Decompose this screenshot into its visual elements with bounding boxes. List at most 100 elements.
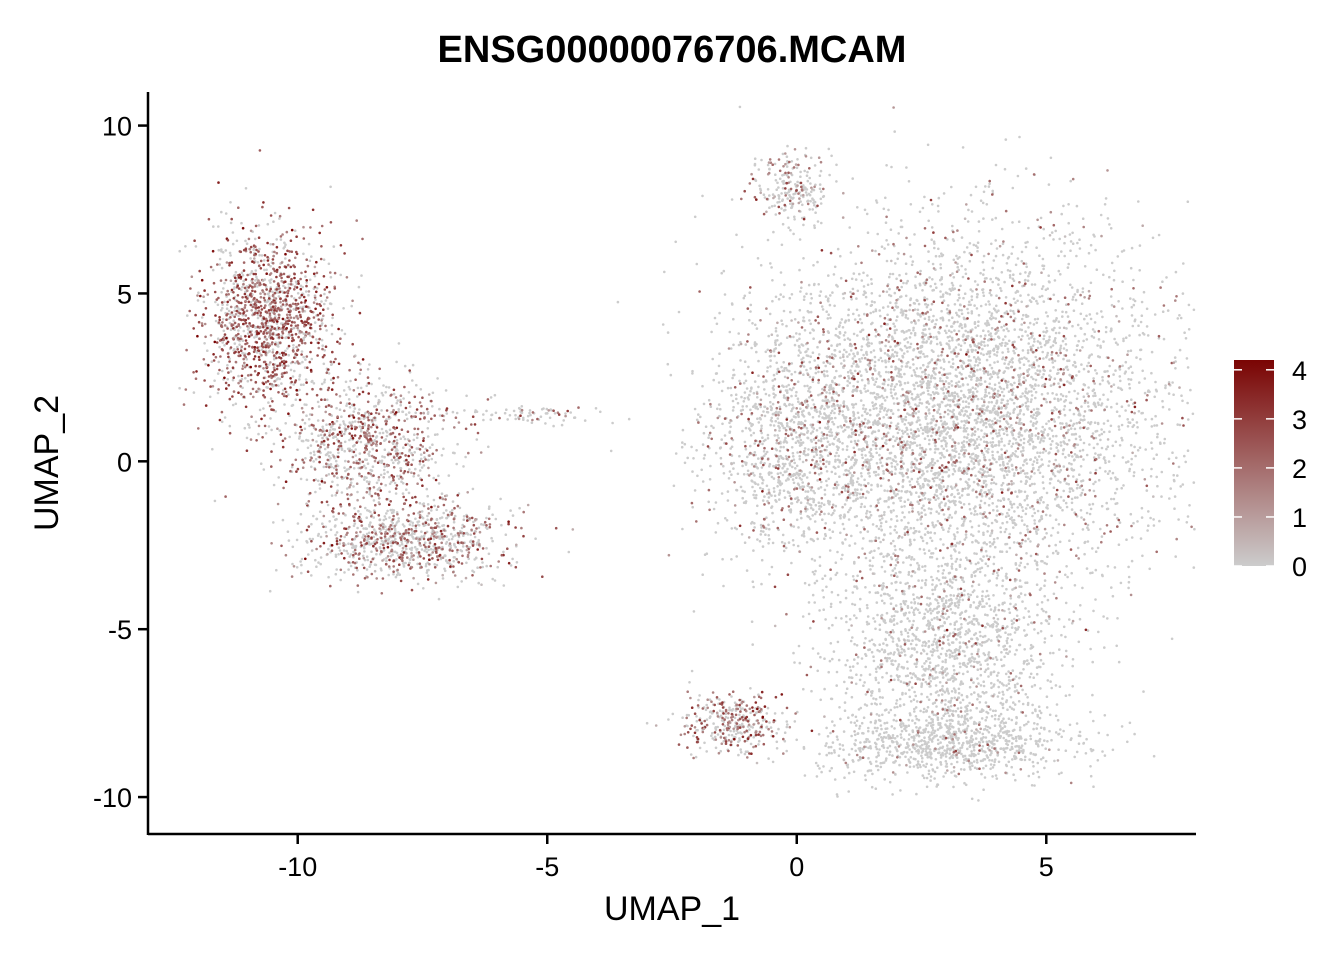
cell-point <box>1082 395 1086 399</box>
cell-point <box>893 325 897 328</box>
cell-point <box>908 555 911 558</box>
cell-point <box>1116 617 1119 620</box>
cell-point <box>921 206 925 210</box>
cell-point <box>1029 554 1033 558</box>
cell-point <box>514 413 517 417</box>
cell-point <box>979 199 983 202</box>
cell-point <box>1011 427 1014 430</box>
cell-point <box>796 339 799 342</box>
cell-point <box>1078 449 1082 453</box>
cell-point <box>851 591 855 594</box>
cell-point <box>927 260 930 263</box>
cell-point <box>293 369 296 373</box>
cell-point <box>229 221 233 225</box>
cell-point <box>428 446 432 449</box>
cell-point <box>809 322 812 326</box>
cell-point <box>936 459 939 463</box>
cell-point <box>979 499 983 503</box>
cell-point <box>397 460 401 464</box>
cell-point <box>987 373 990 377</box>
cell-point <box>1150 441 1153 445</box>
cell-point <box>847 308 850 312</box>
cell-point <box>398 544 402 547</box>
cell-point <box>882 555 885 558</box>
cell-point <box>383 448 387 452</box>
cell-point <box>342 307 345 310</box>
cell-point <box>1051 361 1054 364</box>
cell-point <box>802 298 806 302</box>
cell-point <box>314 298 317 301</box>
cell-point <box>232 319 235 323</box>
cell-point <box>1101 379 1104 382</box>
cell-point <box>1016 299 1019 303</box>
cell-point <box>693 215 697 219</box>
cell-point <box>730 198 734 201</box>
cell-point <box>970 298 974 302</box>
cell-point <box>229 328 233 332</box>
cell-point <box>939 582 942 586</box>
cell-point <box>384 525 387 528</box>
cell-point <box>802 316 805 319</box>
cell-point <box>1099 527 1102 531</box>
cell-point <box>931 521 934 524</box>
cell-point <box>350 304 354 308</box>
cell-point <box>1047 419 1051 423</box>
cell-point <box>922 363 925 367</box>
cell-point <box>740 245 744 249</box>
cell-point <box>951 224 954 228</box>
cell-point <box>1005 550 1009 553</box>
cell-point <box>281 518 285 522</box>
cell-point <box>923 552 927 555</box>
cell-point <box>875 414 879 417</box>
cell-point <box>1020 259 1024 263</box>
cell-point <box>275 238 279 241</box>
cell-point <box>240 377 244 381</box>
cell-point <box>969 440 972 443</box>
cell-point <box>337 546 341 549</box>
cell-point <box>988 377 992 380</box>
cell-point <box>1102 393 1105 397</box>
cell-point <box>504 533 508 536</box>
cell-point <box>331 480 334 484</box>
cell-point <box>379 542 383 546</box>
cell-point <box>299 512 303 516</box>
cell-point <box>1119 581 1123 585</box>
cell-point <box>830 154 833 158</box>
cell-point <box>1012 474 1016 477</box>
cell-point <box>1072 610 1076 614</box>
cell-point <box>1024 245 1028 249</box>
cell-point <box>901 454 904 457</box>
cell-point <box>798 238 802 241</box>
cell-point <box>995 247 999 250</box>
cell-point <box>993 361 996 364</box>
cell-point <box>940 254 944 258</box>
cell-point <box>993 411 997 414</box>
cell-point <box>1061 452 1065 456</box>
cell-point <box>485 516 488 520</box>
cell-point <box>396 571 400 575</box>
cell-point <box>1083 332 1087 336</box>
cell-point <box>926 434 930 438</box>
cell-point <box>959 426 962 430</box>
cell-point <box>1043 343 1047 347</box>
cell-point <box>427 420 431 423</box>
cell-point <box>996 350 999 354</box>
cell-point <box>194 245 198 248</box>
cell-point <box>1036 528 1040 531</box>
cell-point <box>973 364 977 367</box>
cell-point <box>937 354 940 358</box>
cell-point <box>1059 273 1062 276</box>
cell-point <box>876 393 880 396</box>
cell-point <box>1033 337 1036 341</box>
cell-point <box>378 486 381 490</box>
cell-point <box>388 475 391 479</box>
cell-point <box>562 419 565 422</box>
cell-point <box>372 516 376 519</box>
cell-point <box>422 524 426 528</box>
cell-point <box>308 537 312 541</box>
cell-point <box>441 524 444 527</box>
cell-point <box>339 578 343 582</box>
cell-point <box>1018 328 1022 331</box>
cell-point <box>1091 389 1095 393</box>
cell-point <box>815 429 819 432</box>
